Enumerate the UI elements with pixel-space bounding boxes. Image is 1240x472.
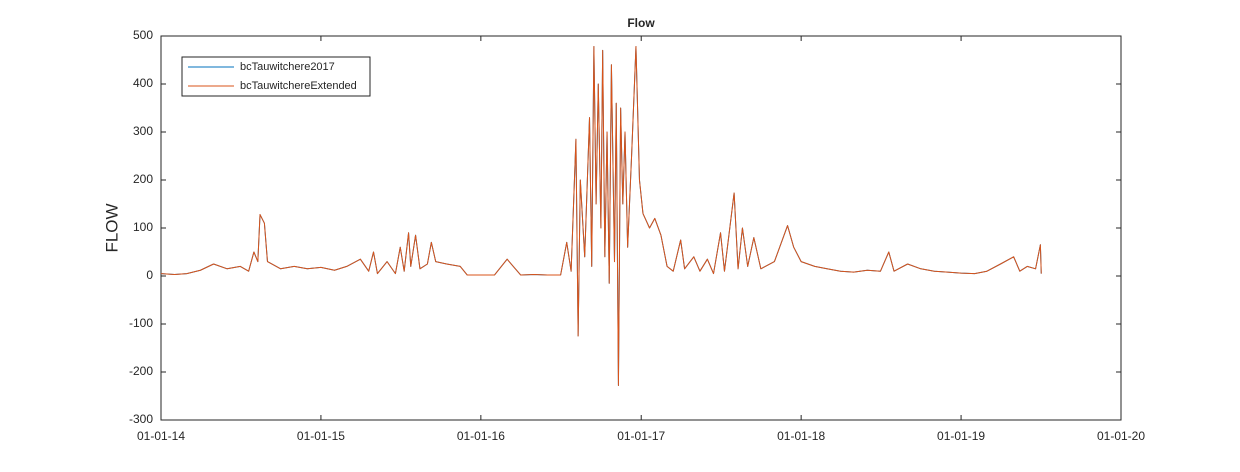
y-axis-label: FLOW: [102, 203, 121, 252]
legend-label: bcTauwitchereExtended: [240, 80, 357, 92]
x-tick-label: 01-01-20: [1097, 429, 1145, 443]
x-tick-label: 01-01-16: [457, 429, 505, 443]
y-tick-label: 300: [133, 124, 153, 138]
line-series: [160, 46, 1042, 386]
y-tick-label: -200: [129, 364, 153, 378]
legend-box: [181, 56, 371, 97]
y-tick-label: -300: [129, 412, 153, 426]
y-tick-label: 400: [133, 76, 153, 90]
y-tick-label: 500: [133, 28, 153, 42]
x-tick-label: 01-01-14: [137, 429, 185, 443]
y-tick-label: 100: [133, 220, 153, 234]
x-tick-label: 01-01-17: [617, 429, 665, 443]
legend-label: bcTauwitchere2017: [240, 61, 335, 73]
y-tick-label: 200: [133, 172, 153, 186]
chart-title: Flow: [627, 16, 655, 30]
y-tick-label: 0: [146, 268, 153, 282]
x-tick-label: 01-01-15: [297, 429, 345, 443]
plot-area: [160, 35, 1122, 421]
x-tick-label: 01-01-18: [777, 429, 825, 443]
y-tick-label: -100: [129, 316, 153, 330]
x-tick-label: 01-01-19: [937, 429, 985, 443]
